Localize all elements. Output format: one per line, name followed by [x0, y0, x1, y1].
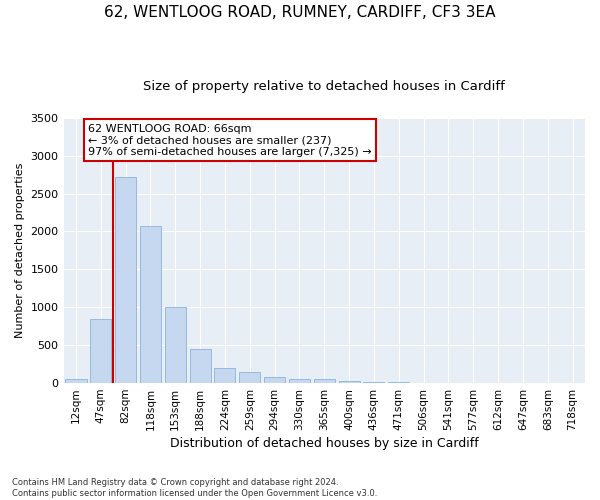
Bar [388, 382, 409, 383]
Title: Size of property relative to detached houses in Cardiff: Size of property relative to detached ho… [143, 80, 505, 93]
Text: Contains HM Land Registry data © Crown copyright and database right 2024.
Contai: Contains HM Land Registry data © Crown c… [12, 478, 377, 498]
Bar [65, 378, 86, 383]
Bar [239, 372, 260, 383]
Bar [115, 177, 136, 383]
Bar [364, 382, 385, 383]
Y-axis label: Number of detached properties: Number of detached properties [15, 162, 25, 338]
Bar [190, 349, 211, 383]
Text: 62 WENTLOOG ROAD: 66sqm
← 3% of detached houses are smaller (237)
97% of semi-de: 62 WENTLOOG ROAD: 66sqm ← 3% of detached… [88, 124, 372, 157]
Text: 62, WENTLOOG ROAD, RUMNEY, CARDIFF, CF3 3EA: 62, WENTLOOG ROAD, RUMNEY, CARDIFF, CF3 … [104, 5, 496, 20]
Bar [289, 378, 310, 383]
Bar [338, 381, 359, 383]
Bar [264, 378, 285, 383]
Bar [214, 368, 235, 383]
Bar [90, 318, 112, 383]
Bar [140, 226, 161, 383]
Bar [165, 306, 186, 383]
X-axis label: Distribution of detached houses by size in Cardiff: Distribution of detached houses by size … [170, 437, 479, 450]
Bar [314, 380, 335, 383]
